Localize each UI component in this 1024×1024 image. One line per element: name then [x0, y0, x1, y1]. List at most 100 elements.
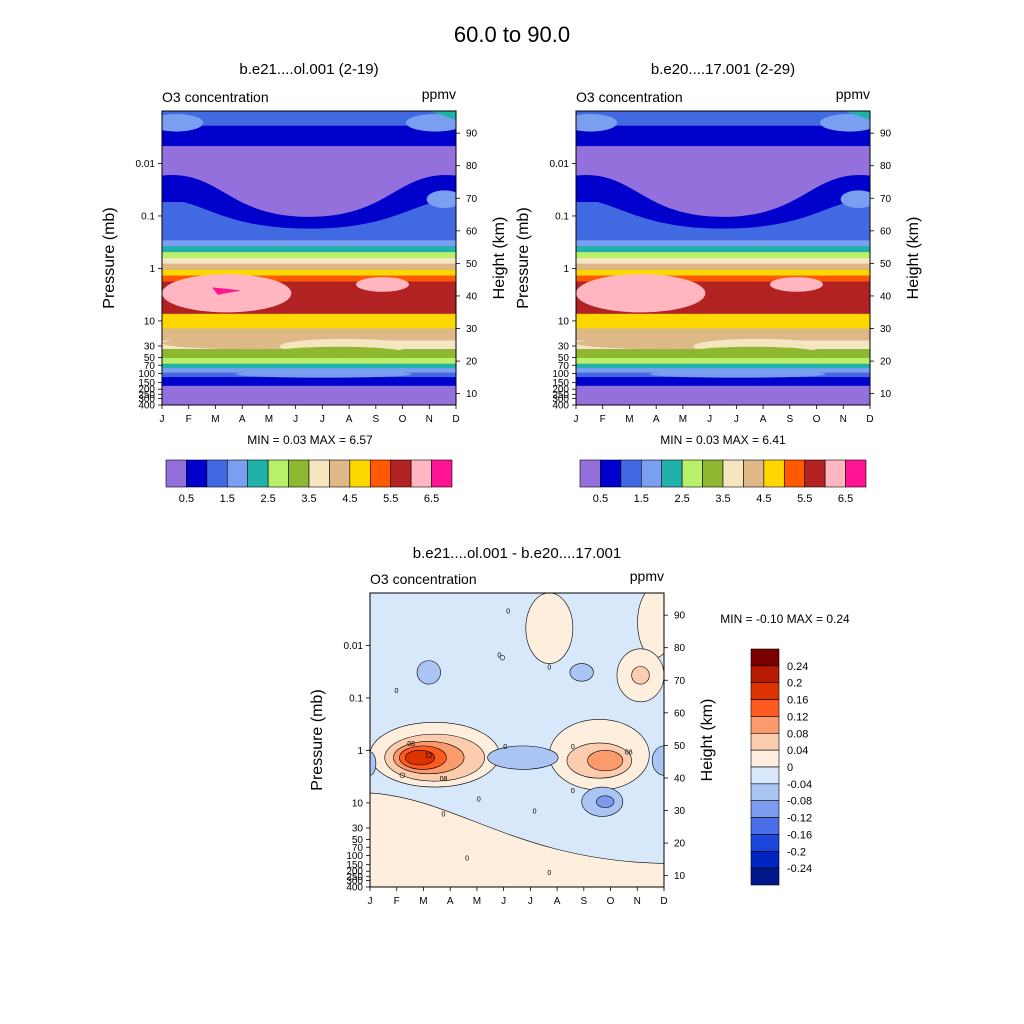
y-right-tick-label: 90: [466, 129, 478, 140]
y-right-tick-label: 20: [674, 839, 686, 850]
colorbar-swatch: [390, 459, 412, 488]
contour-band: [162, 313, 456, 329]
left-string: O3 concentration: [370, 571, 477, 587]
contour-label: 08: [407, 741, 415, 748]
panel-title: b.e20....17.001 (2-29): [651, 61, 795, 78]
contour-dome: [576, 146, 870, 217]
colorbar-swatch: [845, 459, 867, 488]
contour-band: [576, 111, 870, 126]
x-tick-label: M: [211, 414, 219, 425]
x-tick-label: O: [813, 414, 821, 425]
contour-label: 0: [533, 809, 537, 816]
colorbar-label: 1.5: [634, 493, 649, 505]
plot-frame: [575, 110, 871, 406]
colorbar-label: 2.5: [674, 493, 689, 505]
contour-label: 08: [625, 750, 633, 757]
x-tick-label: J: [707, 414, 712, 425]
colorbar-label: 0.16: [787, 695, 808, 707]
colorbar-label: 0.2: [787, 678, 802, 690]
colorbar-label: -0.08: [787, 796, 812, 808]
colorbar-swatch: [369, 459, 392, 488]
x-tick-label: J: [528, 896, 533, 907]
x-tick-label: A: [653, 414, 660, 425]
contour-band: [576, 125, 870, 147]
panel-model-a: b.e21....ol.001 (2-19) O3 concentration pp…: [101, 61, 508, 505]
contour-corner: [429, 111, 456, 120]
x-tick-label: M: [625, 414, 633, 425]
y-right-axis-title: Height (km): [491, 217, 508, 300]
colorbar-swatch: [824, 459, 846, 488]
colorbar-swatch: [750, 800, 780, 818]
y-tick-label: 1: [149, 264, 155, 275]
x-tick-label: D: [660, 896, 667, 907]
contour-ozone-max: [162, 274, 292, 313]
y-tick-label: 50: [352, 835, 364, 846]
x-tick-label: M: [473, 896, 481, 907]
contour-corner: [843, 111, 870, 120]
contour-band: [162, 357, 456, 364]
y-tick-label: 50: [144, 353, 156, 364]
contour-negative: [569, 663, 594, 682]
right-string: ppmv: [630, 568, 664, 584]
colorbar-swatch: [750, 749, 780, 768]
x-tick-label: F: [600, 414, 606, 425]
colorbar-swatch: [750, 867, 780, 886]
colorbar-swatch: [750, 732, 780, 751]
contour-band: [162, 377, 456, 386]
contour-positive: [631, 666, 650, 685]
colorbar-swatch: [750, 648, 780, 667]
x-tick-label: S: [372, 414, 379, 425]
y-tick-label: 30: [352, 823, 364, 834]
y-tick-label: 200: [552, 385, 569, 396]
contour-ozone-max: [770, 277, 823, 292]
y-tick-label: 300: [552, 394, 569, 405]
y-right-tick-label: 70: [674, 676, 686, 687]
colorbar-swatch: [349, 459, 371, 488]
contour-label: 0: [442, 811, 446, 818]
contour-field: [576, 111, 870, 405]
plot-frame: [161, 110, 457, 406]
colorbar-label: 4.5: [342, 493, 357, 505]
colorbar-label: 0.04: [787, 745, 808, 757]
contour-band: [162, 269, 456, 276]
panel-model-b: b.e20....17.001 (2-29) O3 concentration pp…: [515, 61, 922, 505]
x-tick-label: M: [419, 896, 427, 907]
x-tick-label: O: [399, 414, 407, 425]
colorbar-label: -0.24: [787, 863, 812, 875]
contour-band: [162, 111, 456, 126]
contour-band: [162, 240, 456, 247]
x-tick-label: A: [239, 414, 246, 425]
contour-label: 0: [503, 744, 507, 751]
y-tick-label: 50: [558, 353, 570, 364]
colorbar-swatch: [410, 459, 432, 488]
contour-patch: [406, 113, 456, 132]
y-tick-label: 300: [138, 394, 155, 405]
y-tick-label: 30: [558, 341, 570, 352]
x-tick-label: S: [786, 414, 793, 425]
contour-field: [162, 111, 456, 405]
contour-band: [576, 363, 870, 369]
y-tick-label: 0.01: [550, 159, 570, 170]
colorbar-swatch: [750, 716, 780, 734]
colorbar-swatch: [165, 459, 187, 488]
colorbar-swatch: [750, 834, 780, 852]
contour-label: 0: [395, 688, 399, 695]
contour-field: 0 08 12 08 0 0 0 0 0 0 0 0 0 0 0 08: [370, 593, 664, 887]
contour-label: 12: [425, 753, 433, 760]
colorbar-swatch: [750, 817, 780, 835]
colorbar-label: 5.5: [383, 493, 398, 505]
contour-wave: [235, 370, 412, 378]
y-right-tick-label: 50: [880, 259, 892, 270]
y-right-tick-label: 60: [880, 226, 892, 237]
right-string: ppmv: [836, 86, 870, 102]
contour-positive: [587, 749, 624, 772]
right-string: ppmv: [422, 86, 456, 102]
x-tick-label: O: [607, 896, 615, 907]
y-tick-label: 70: [558, 361, 570, 372]
contour-wave: [273, 346, 404, 358]
contour-patch: [576, 113, 618, 132]
contour-positive: [404, 749, 435, 766]
colorbar-swatch: [804, 459, 826, 488]
